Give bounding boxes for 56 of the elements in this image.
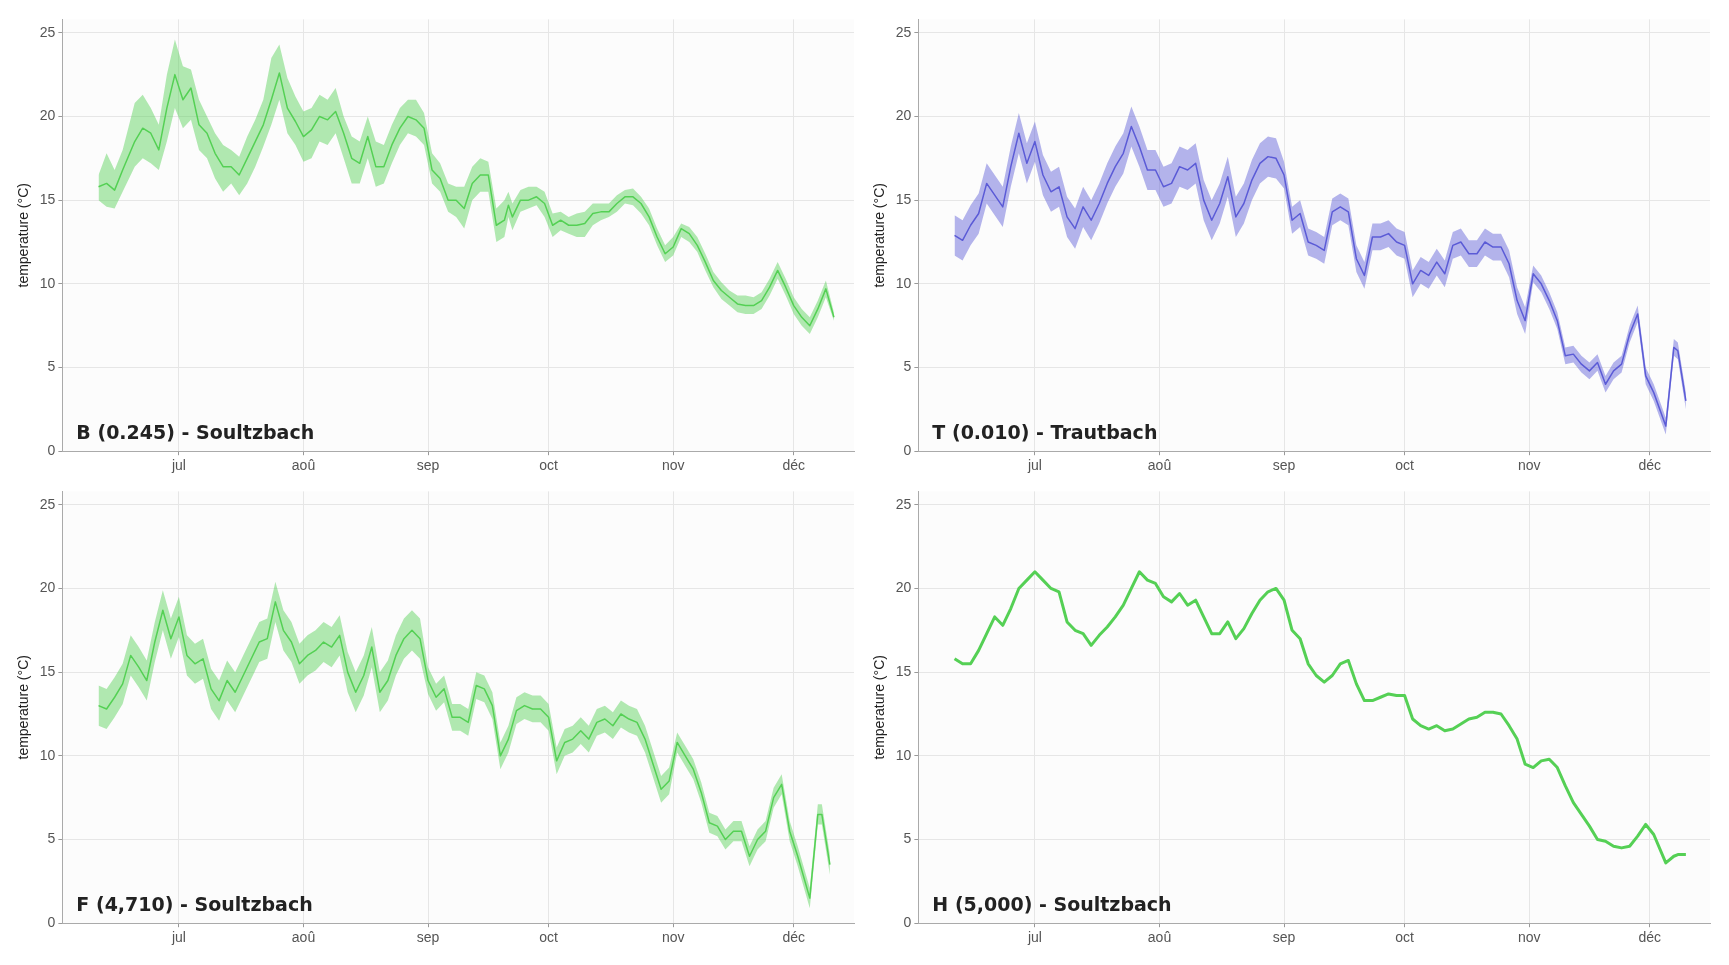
x-tick-label: déc (1638, 457, 1662, 474)
x-tick-label: aoû (291, 457, 316, 474)
x-tick-label: déc (1638, 929, 1662, 946)
x-tick-label: oct (539, 457, 559, 474)
annotation: H (5,000) - Soultzbach (932, 892, 1172, 915)
y-tick-label: 10 (895, 746, 912, 763)
x-tick-label: sep (1272, 929, 1296, 946)
x-tick-label: sep (416, 457, 440, 474)
y-tick-label: 20 (39, 579, 56, 596)
y-tick-label: 0 (47, 914, 56, 931)
x-tick-label: nov (661, 457, 685, 474)
y-tick-label: 0 (47, 442, 56, 459)
y-axis-title: temperature (°C) (871, 655, 888, 760)
x-tick-label: déc (782, 929, 806, 946)
y-axis-title: temperature (°C) (15, 183, 32, 288)
annotation: F (4,710) - Soultzbach (76, 892, 313, 915)
annotation: B (0.245) - Soultzbach (76, 420, 315, 443)
y-tick-label: 20 (895, 579, 912, 596)
y-axis-title: temperature (°C) (15, 655, 32, 760)
y-tick-label: 5 (903, 358, 912, 375)
x-tick-label: jul (1026, 929, 1042, 946)
y-tick-label: 25 (39, 495, 56, 512)
x-tick-label: jul (1026, 457, 1042, 474)
x-tick-label: aoû (1147, 929, 1172, 946)
x-tick-label: oct (1395, 929, 1415, 946)
y-tick-label: 15 (39, 191, 56, 208)
y-tick-label: 5 (903, 830, 912, 847)
y-tick-label: 20 (895, 107, 912, 124)
x-tick-label: oct (1395, 457, 1415, 474)
y-tick-label: 15 (895, 663, 912, 680)
y-tick-label: 0 (903, 914, 912, 931)
y-tick-label: 0 (903, 442, 912, 459)
x-tick-label: sep (416, 929, 440, 946)
x-tick-label: nov (661, 929, 685, 946)
y-tick-label: 25 (39, 23, 56, 40)
y-tick-label: 15 (39, 663, 56, 680)
y-tick-label: 15 (895, 191, 912, 208)
y-tick-label: 5 (47, 830, 56, 847)
x-tick-label: oct (539, 929, 559, 946)
y-tick-label: 10 (895, 274, 912, 291)
y-tick-label: 5 (47, 358, 56, 375)
y-tick-label: 20 (39, 107, 56, 124)
annotation: T (0.010) - Trautbach (932, 420, 1158, 443)
y-tick-label: 10 (39, 746, 56, 763)
x-tick-label: nov (1517, 457, 1541, 474)
y-tick-label: 25 (895, 23, 912, 40)
y-axis-title: temperature (°C) (871, 183, 888, 288)
x-tick-label: aoû (1147, 457, 1172, 474)
x-tick-label: jul (170, 929, 186, 946)
y-tick-label: 25 (895, 495, 912, 512)
x-tick-label: aoû (291, 929, 316, 946)
x-tick-label: nov (1517, 929, 1541, 946)
x-tick-label: jul (170, 457, 186, 474)
y-tick-label: 10 (39, 274, 56, 291)
x-tick-label: sep (1272, 457, 1296, 474)
x-tick-label: déc (782, 457, 806, 474)
